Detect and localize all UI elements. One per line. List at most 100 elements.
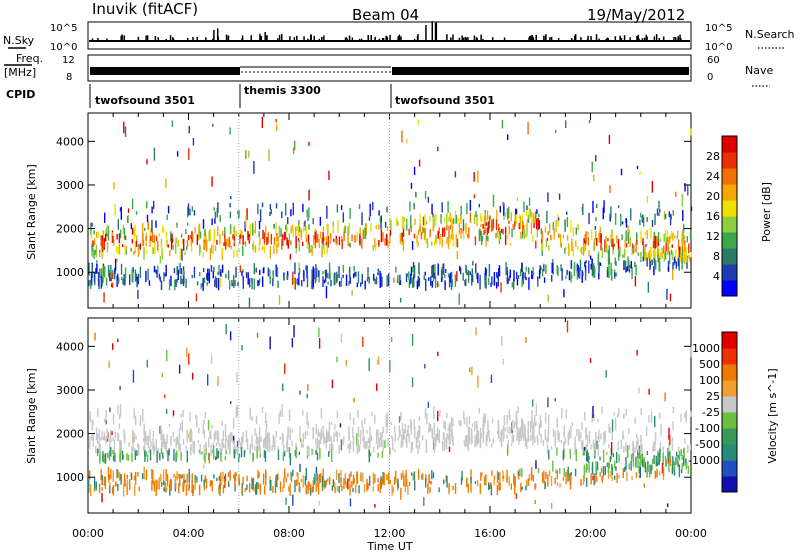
power-cell <box>562 234 565 238</box>
velocity-cell <box>519 426 521 433</box>
velocity-cell <box>309 488 312 496</box>
power-cell <box>531 274 534 280</box>
velocity-cell <box>183 473 185 484</box>
velocity-cell <box>520 428 522 442</box>
power-cell <box>152 200 155 209</box>
velocity-cell <box>148 447 151 454</box>
velocity-cell <box>161 373 164 378</box>
velocity-cell <box>625 442 627 452</box>
power-cell <box>379 276 381 289</box>
velocity-cell <box>625 408 627 416</box>
power-data-cells <box>88 116 693 308</box>
velocity-cell <box>233 474 235 479</box>
velocity-cell <box>426 412 428 425</box>
velocity-cell <box>352 487 354 493</box>
velocity-cell <box>202 423 205 435</box>
power-cell <box>617 205 620 209</box>
velocity-cell <box>384 440 386 449</box>
velocity-cell <box>611 431 613 441</box>
velocity-cell <box>591 462 594 475</box>
power-cell <box>378 240 380 247</box>
velocity-cell <box>254 428 256 436</box>
power-cell <box>263 232 266 243</box>
velocity-cell <box>642 459 644 467</box>
power-cell <box>415 191 417 198</box>
power-cell <box>635 232 638 244</box>
velocity-cell <box>320 428 322 441</box>
power-cell <box>171 233 173 240</box>
power-cell <box>322 237 324 245</box>
power-cell <box>435 234 437 244</box>
velocity-cell <box>521 486 523 490</box>
power-cell <box>437 231 439 239</box>
velocity-cell <box>111 431 113 436</box>
power-cell <box>568 271 571 281</box>
power-cell <box>378 224 380 230</box>
velocity-cell <box>225 436 228 442</box>
velocity-cell <box>533 422 535 435</box>
velocity-cell <box>318 500 321 506</box>
velocity-cell <box>114 453 116 462</box>
power-cell <box>113 182 115 190</box>
power-cell <box>95 231 98 238</box>
power-cell <box>399 297 402 303</box>
power-cell <box>680 253 682 262</box>
velocity-cell <box>552 429 555 437</box>
power-cell <box>667 246 669 256</box>
velocity-cell <box>382 439 384 452</box>
velocity-cell <box>215 429 217 440</box>
velocity-cell <box>216 477 218 482</box>
power-cell <box>410 215 412 229</box>
power-cell <box>152 247 154 255</box>
velocity-cell <box>122 483 125 497</box>
power-cell <box>592 263 595 275</box>
power-cell <box>424 271 426 276</box>
velocity-cell <box>236 449 238 453</box>
velocity-cell <box>126 452 128 461</box>
power-cell <box>542 243 544 250</box>
power-cell <box>448 281 451 286</box>
velocity-cell <box>639 455 642 468</box>
power-cell <box>308 207 310 218</box>
power-cell <box>297 238 300 242</box>
power-cell <box>654 259 657 270</box>
power-cell <box>153 265 156 273</box>
power-cell <box>298 272 300 286</box>
power-cell <box>103 292 105 303</box>
velocity-cell <box>164 440 167 450</box>
power-cell <box>359 236 361 246</box>
power-cell <box>436 281 439 288</box>
power-cell <box>312 266 314 277</box>
velocity-cell <box>499 436 501 443</box>
velocity-cell <box>435 434 437 447</box>
velocity-cell <box>142 445 145 451</box>
velocity-cell <box>647 461 649 472</box>
velocity-cell <box>147 435 150 449</box>
velocity-cell <box>165 442 168 455</box>
velocity-cell <box>558 432 560 443</box>
power-cell <box>139 266 142 279</box>
power-cell <box>199 231 202 239</box>
velocity-cell <box>474 481 477 485</box>
power-cell <box>588 212 590 225</box>
power-cell <box>215 278 218 288</box>
power-cell <box>276 243 278 254</box>
velocity-cell <box>591 412 593 423</box>
velocity-cell <box>123 428 125 439</box>
power-cell <box>653 231 656 245</box>
power-cell <box>246 208 248 221</box>
velocity-cell <box>269 336 271 350</box>
velocity-cell <box>257 470 259 479</box>
velocity-cell <box>368 475 371 486</box>
velocity-cell <box>137 471 139 477</box>
velocity-cell <box>574 447 577 451</box>
power-cell <box>422 227 425 233</box>
power-cell <box>203 277 206 284</box>
power-cell <box>584 233 586 241</box>
power-cell <box>267 267 270 277</box>
power-cell <box>627 256 629 268</box>
velocity-cell <box>167 450 169 462</box>
velocity-cell <box>315 482 317 492</box>
power-cell <box>679 246 681 257</box>
velocity-cell <box>436 427 439 440</box>
